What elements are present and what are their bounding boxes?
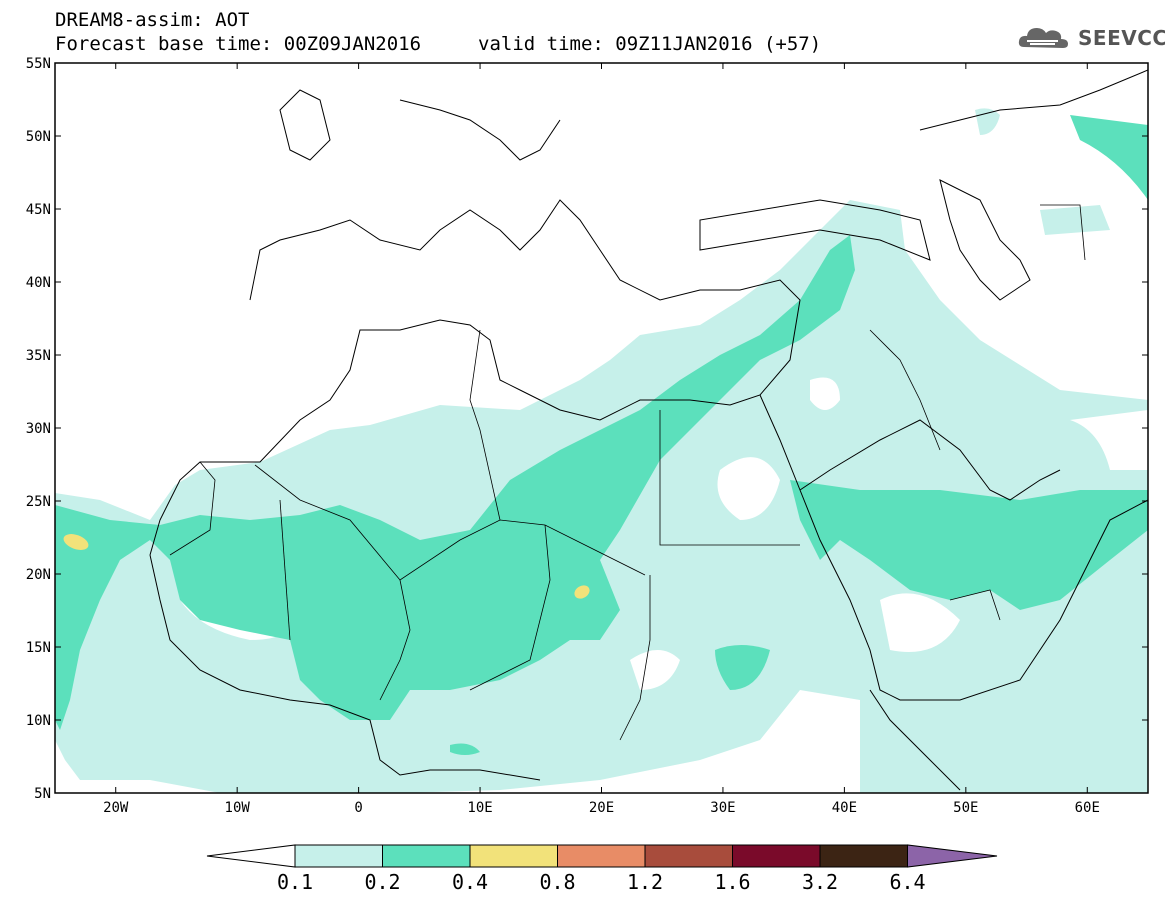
lat-tick-label: 20N bbox=[26, 567, 51, 583]
aot-contour-0.4-b bbox=[574, 585, 590, 599]
lat-tick-label: 25N bbox=[26, 494, 51, 510]
lat-tick-label: 5N bbox=[34, 786, 51, 802]
lat-tick-label: 10N bbox=[26, 713, 51, 729]
colorbar-label: 0.1 bbox=[277, 870, 313, 894]
colorbar-label: 1.6 bbox=[714, 870, 750, 894]
colorbar-swatch bbox=[469, 844, 558, 868]
colorbar-swatch bbox=[819, 844, 908, 868]
lon-tick-label: 40E bbox=[832, 800, 857, 816]
lat-tick-label: 50N bbox=[26, 129, 51, 145]
valid-time: valid time: 09Z11JAN2016 (+57) bbox=[478, 33, 822, 55]
colorbar-label: 0.8 bbox=[539, 870, 575, 894]
lon-tick-label: 50E bbox=[953, 800, 978, 816]
axis-ticks: 55N 50N 45N 40N 35N 30N 25N 20N 15N 10N 5N 20W 10W 0 1… bbox=[26, 56, 1148, 816]
seevccc-logo: SEEVCCC bbox=[1018, 22, 1165, 54]
lat-tick-label: 15N bbox=[26, 640, 51, 656]
colorbar-label: 6.4 bbox=[889, 870, 925, 894]
colorbar-swatch bbox=[644, 844, 733, 868]
lon-tick-label: 0 bbox=[354, 800, 362, 816]
colorbar-label: 1.2 bbox=[627, 870, 663, 894]
forecast-base-time: Forecast base time: 00Z09JAN2016 bbox=[55, 33, 422, 55]
cloud-logo-icon bbox=[1018, 28, 1068, 48]
lon-tick-label: 30E bbox=[710, 800, 735, 816]
colorbar-swatch bbox=[732, 844, 821, 868]
lon-tick-label: 20W bbox=[103, 800, 129, 816]
lat-tick-label: 35N bbox=[26, 348, 51, 364]
colorbar-swatch bbox=[294, 844, 383, 868]
colorbar-arrow-high bbox=[907, 844, 998, 868]
lon-tick-label: 60E bbox=[1075, 800, 1100, 816]
colorbar-arrow-low bbox=[206, 844, 296, 868]
product-title: DREAM8-assim: AOT bbox=[55, 9, 250, 31]
lat-tick-label: 55N bbox=[26, 56, 51, 72]
country-borders bbox=[169, 204, 1086, 741]
colorbar-swatch bbox=[557, 844, 646, 868]
lat-tick-label: 45N bbox=[26, 202, 51, 218]
aot-contour-0.2 bbox=[55, 235, 855, 730]
colorbar-label: 0.4 bbox=[452, 870, 488, 894]
aot-field bbox=[55, 69, 1148, 793]
lon-tick-label: 10E bbox=[467, 800, 492, 816]
colorbar-swatch bbox=[382, 844, 471, 868]
logo-text: SEEVCCC bbox=[1078, 26, 1165, 50]
coastlines bbox=[149, 69, 1148, 791]
aot-contour-0.4-a bbox=[63, 534, 89, 550]
colorbar-label: 3.2 bbox=[802, 870, 838, 894]
lat-tick-label: 40N bbox=[26, 275, 51, 291]
colorbar-label: 0.2 bbox=[364, 870, 400, 894]
lat-tick-label: 30N bbox=[26, 421, 51, 437]
lon-tick-label: 10W bbox=[225, 800, 251, 816]
lon-tick-label: 20E bbox=[589, 800, 614, 816]
